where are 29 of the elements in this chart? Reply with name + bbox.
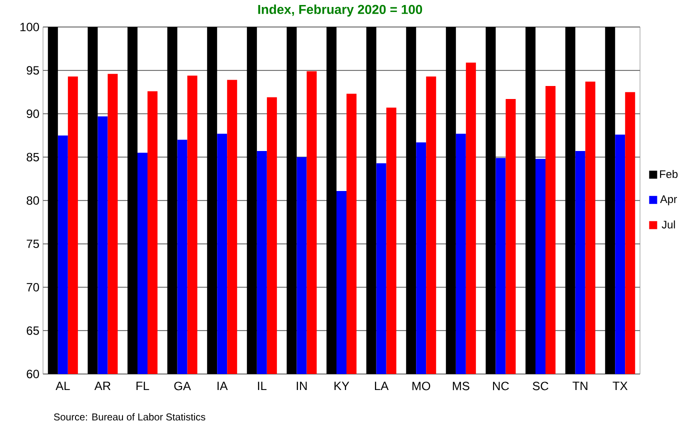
y-tick-label: 65 bbox=[26, 326, 39, 335]
y-tick-label: 70 bbox=[26, 283, 40, 292]
x-tick-label: FL bbox=[136, 382, 150, 390]
y-tick-label: 100 bbox=[20, 22, 40, 32]
x-tick-label: AL bbox=[56, 382, 70, 390]
x-tick-label: LA bbox=[374, 382, 389, 390]
y-tick-label: 85 bbox=[26, 152, 39, 162]
y-tick-label: 60 bbox=[26, 370, 40, 378]
y-tick-label: 75 bbox=[26, 240, 39, 248]
y-tick-label: 80 bbox=[26, 196, 40, 205]
x-tick-label: TN bbox=[572, 382, 588, 390]
x-tick-label: MS bbox=[452, 382, 470, 390]
x-tick-label: KY bbox=[334, 382, 350, 390]
x-tick-label: IL bbox=[258, 382, 266, 390]
x-tick-label: NC bbox=[493, 382, 509, 390]
x-tick-label: TX bbox=[612, 382, 628, 390]
x-tick-label: GA bbox=[174, 382, 191, 390]
x-tick-label: IA bbox=[218, 382, 228, 390]
y-tick-label: 90 bbox=[26, 110, 40, 118]
x-tick-label: SC bbox=[532, 382, 548, 390]
x-tick-label: IN bbox=[296, 382, 307, 390]
legend-label: Jul bbox=[662, 220, 675, 228]
chart-title: Index, February 2020 = 100 bbox=[258, 4, 422, 17]
legend-label: Feb bbox=[660, 170, 678, 178]
x-tick-label: AR bbox=[94, 382, 110, 390]
y-tick-label: 95 bbox=[26, 66, 39, 75]
legend-label: Apr bbox=[660, 195, 677, 206]
x-tick-label: MO bbox=[412, 382, 430, 390]
source-note: Source: Bureau of Labor Statistics bbox=[54, 413, 206, 420]
